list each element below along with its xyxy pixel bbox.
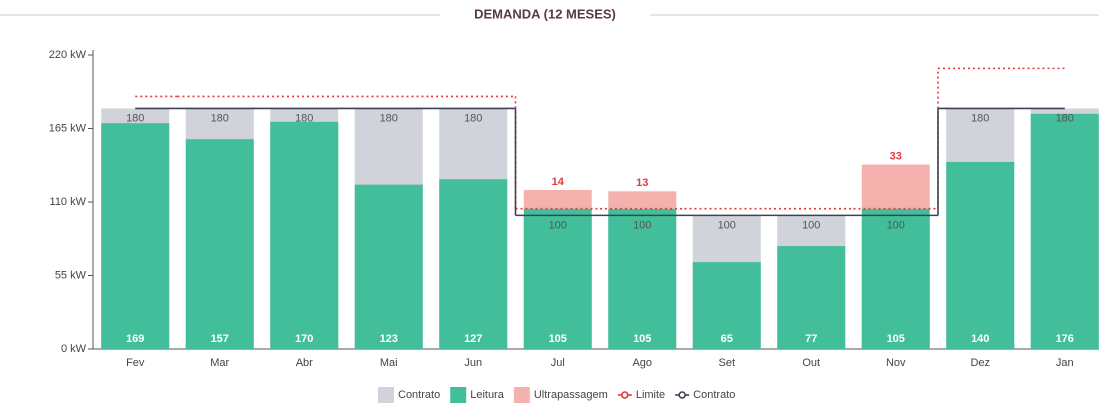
bar (777, 246, 846, 349)
chart-title: DEMANDA (12 MESES) (474, 6, 616, 21)
data-label: 105 (633, 333, 651, 345)
data-label: 157 (211, 333, 229, 345)
bar (608, 191, 677, 209)
legend-swatch (513, 387, 530, 403)
bar (946, 161, 1015, 349)
data-label: 100 (802, 219, 820, 231)
data-label: 180 (295, 112, 313, 124)
data-label: 180 (1056, 112, 1074, 124)
data-label: 65 (721, 333, 733, 345)
data-label: 14 (552, 176, 565, 188)
legend-swatch (378, 387, 394, 403)
data-label: 180 (211, 112, 229, 124)
x-tick-label: Mar (210, 357, 229, 369)
x-tick-label: Jul (551, 357, 565, 369)
data-label: 105 (549, 333, 567, 345)
x-tick-label: Ago (632, 357, 652, 369)
x-tick-label: Fev (126, 357, 145, 369)
data-label: 127 (464, 333, 482, 345)
bar (523, 208, 592, 349)
data-label: 105 (887, 333, 905, 345)
data-label: 33 (890, 150, 902, 162)
x-tick-label: Dez (970, 357, 990, 369)
data-label: 180 (464, 112, 482, 124)
x-tick-label: Jan (1056, 357, 1074, 369)
x-tick-label: Out (802, 357, 820, 369)
bar (354, 184, 423, 349)
x-tick-label: Nov (886, 357, 906, 369)
y-tick-label: 55 kW (55, 269, 87, 281)
legend-swatch (678, 391, 686, 399)
data-label: 123 (380, 333, 398, 345)
data-label: 100 (887, 219, 905, 231)
x-tick-label: Mai (380, 357, 398, 369)
x-tick-label: Set (718, 357, 735, 369)
data-label: 170 (295, 333, 313, 345)
y-tick-label: 0 kW (61, 343, 87, 355)
data-label: 180 (126, 112, 144, 124)
legend-label: Contrato (398, 389, 440, 401)
data-label: 176 (1056, 333, 1074, 345)
data-label: 100 (549, 219, 567, 231)
legend-label: Contrato (693, 389, 735, 401)
bar (861, 208, 930, 349)
legend-label: Leitura (470, 389, 505, 401)
bar (1030, 113, 1099, 349)
data-label: 13 (636, 177, 648, 189)
data-label: 140 (971, 333, 989, 345)
bar (270, 121, 339, 350)
x-tick-label: Abr (296, 357, 313, 369)
y-tick-label: 220 kW (49, 49, 87, 61)
bar (439, 179, 508, 349)
bar (101, 123, 170, 350)
data-label: 180 (971, 112, 989, 124)
legend-label: Limite (636, 389, 665, 401)
data-label: 77 (805, 333, 817, 345)
legend-swatch (450, 387, 467, 403)
bar (692, 262, 761, 349)
data-label: 100 (718, 219, 736, 231)
y-tick-label: 110 kW (50, 196, 87, 208)
legend-swatch (621, 391, 629, 399)
x-tick-label: Jun (464, 357, 482, 369)
data-label: 180 (380, 112, 398, 124)
bar (523, 189, 592, 209)
bar (185, 139, 254, 349)
data-label: 100 (633, 219, 651, 231)
data-label: 169 (126, 333, 144, 345)
bar (608, 208, 677, 349)
y-tick-label: 165 kW (49, 122, 87, 134)
legend-label: Ultrapassagem (534, 389, 608, 401)
bar (861, 164, 930, 209)
